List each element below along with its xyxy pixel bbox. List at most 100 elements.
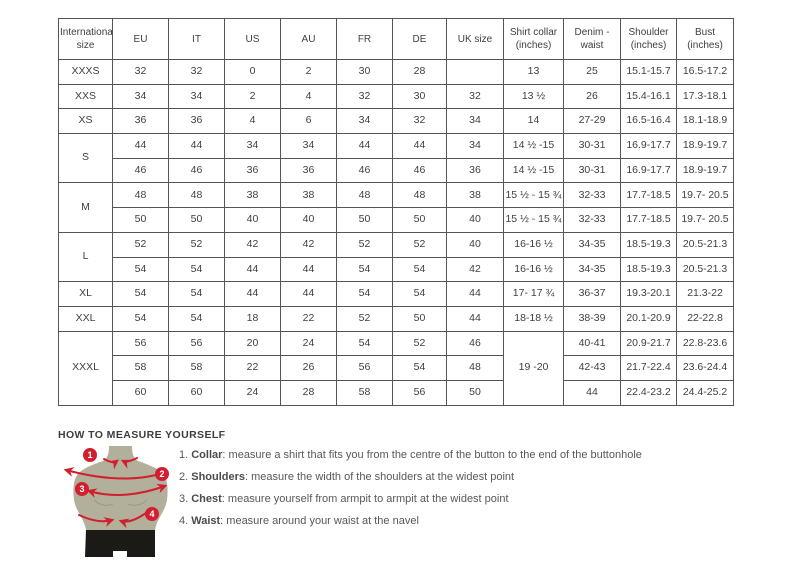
- value-cell: 58: [112, 355, 169, 381]
- value-cell: 36: [446, 157, 504, 184]
- value-cell: 24: [280, 330, 337, 357]
- value-cell: 44: [563, 379, 621, 406]
- value-cell: 36: [168, 108, 225, 135]
- table-header: International size EU IT US AU FR DE UK size Shi…: [58, 18, 734, 60]
- value-cell: 34-35: [563, 256, 621, 283]
- value-cell: 26: [563, 83, 621, 110]
- value-cell: 34: [224, 133, 281, 159]
- chest-marker-badge: 3: [75, 482, 89, 496]
- value-cell: 52: [392, 231, 447, 258]
- value-cell: 27-29: [563, 108, 621, 135]
- svg-text:4: 4: [149, 509, 154, 519]
- step-keyword: Collar: [191, 449, 223, 461]
- column-header: US: [224, 18, 281, 60]
- value-cell: 22-22.8: [676, 305, 734, 332]
- value-cell: 13 ½: [503, 83, 564, 110]
- value-cell: 14 ½ -15: [503, 157, 564, 184]
- value-cell: 54: [336, 330, 393, 357]
- value-cell: 56: [168, 330, 225, 357]
- value-cell: 44: [168, 133, 225, 159]
- value-cell: 42: [224, 231, 281, 258]
- value-cell: 20.1-20.9: [620, 305, 677, 332]
- value-cell: 17.3-18.1: [676, 83, 734, 110]
- value-cell: 52: [336, 231, 393, 258]
- value-cell: 22.4-23.2: [620, 379, 677, 406]
- value-cell: 52: [168, 231, 225, 258]
- size-label-cell: XXS: [58, 83, 113, 110]
- column-header: Shoulder (inches): [620, 18, 677, 60]
- collar-marker-badge: 1: [83, 448, 97, 462]
- table-row: S 44 44 34 34 44 44 34 14 ½ -15 30-31 16.9-17.7 18.…: [58, 133, 734, 184]
- value-cell: 38-39: [563, 305, 621, 332]
- step-text: : measure around your waist at the navel: [220, 515, 419, 528]
- measure-steps-list: 1. Collar: measure a shirt that fits you…: [179, 444, 642, 538]
- column-header: FR: [336, 18, 393, 60]
- step-text: : measure the width of the shoulders at …: [245, 471, 515, 484]
- how-to-measure-heading: HOW TO MEASURE YOURSELF: [58, 429, 226, 441]
- value-cell: 54: [392, 256, 447, 283]
- value-cell: 40: [446, 207, 504, 233]
- size-chart-table: International size EU IT US AU FR DE UK size Shi…: [58, 18, 734, 406]
- value-cell: 24: [224, 379, 281, 406]
- step-number: 1.: [179, 449, 192, 461]
- size-label-cell: XXL: [58, 305, 113, 332]
- value-cell: 30-31: [563, 157, 621, 184]
- value-cell: 16.5-17.2: [676, 59, 734, 85]
- value-cell: 56: [392, 379, 447, 406]
- value-cell: 30: [336, 59, 393, 85]
- value-cell: 34: [280, 133, 337, 159]
- chest-contour-left-icon: [93, 499, 114, 506]
- measure-body: 1 2 3 4 1. Collar: measure: [58, 444, 758, 566]
- table-row: XXXS 32 32 0 2 30 28 13 25 15.1-15.7 16.5-17.2: [58, 59, 734, 85]
- value-cell: 54: [168, 256, 225, 283]
- value-cell: 2: [224, 83, 281, 110]
- value-cell: 44: [280, 281, 337, 307]
- value-cell: [446, 59, 504, 85]
- value-cell: 46: [336, 157, 393, 184]
- value-cell: 58: [168, 355, 225, 381]
- value-cell: 28: [392, 59, 447, 85]
- column-header: AU: [280, 18, 337, 60]
- measure-step: 3. Chest: measure yourself from armpit t…: [179, 493, 642, 506]
- value-cell: 46: [168, 157, 225, 184]
- step-text: : measure yourself from armpit to armpit…: [221, 493, 509, 506]
- shoulders-arrow-icon: [63, 467, 157, 480]
- value-cell: 44: [280, 256, 337, 283]
- step-number: 4.: [179, 515, 192, 528]
- column-header: IT: [168, 18, 225, 60]
- value-cell: 18.9-19.7: [676, 157, 734, 184]
- size-label-cell: XXXL: [58, 330, 113, 406]
- value-cell: 50: [392, 305, 447, 332]
- value-cell: 13: [503, 59, 564, 85]
- value-cell: 40-41: [563, 330, 621, 357]
- waist-arrow-right-icon: [118, 512, 147, 529]
- value-cell: 28: [280, 379, 337, 406]
- svg-text:3: 3: [79, 484, 84, 494]
- value-cell: 36: [224, 157, 281, 184]
- value-cell: 36-37: [563, 281, 621, 307]
- header-row: International size EU IT US AU FR DE UK size Shi…: [58, 18, 734, 60]
- value-cell: 36: [280, 157, 337, 184]
- step-keyword: Shoulders: [191, 471, 246, 484]
- value-cell: 14 ½ -15: [503, 133, 564, 159]
- value-cell: 58: [336, 379, 393, 406]
- measure-step: 2. Shoulders: measure the width of the s…: [179, 471, 642, 484]
- size-label-cell: XL: [58, 281, 113, 307]
- torso-measurement-figure: 1 2 3 4: [58, 444, 183, 566]
- value-cell: 40: [446, 231, 504, 258]
- step-text: : measure a shirt that fits you from the…: [222, 449, 642, 461]
- value-cell: 19.7- 20.5: [676, 182, 734, 209]
- value-cell: 60: [168, 379, 225, 406]
- value-cell: 42: [280, 231, 337, 258]
- shorts-shape: [85, 530, 155, 557]
- chest-arrow-icon: [86, 483, 168, 498]
- value-cell: 56: [336, 355, 393, 381]
- column-header: DE: [392, 18, 447, 60]
- value-cell: 22.8-23.6: [676, 330, 734, 357]
- value-cell: 46: [446, 330, 504, 357]
- value-cell: 25: [563, 59, 621, 85]
- column-header: Shirt collar (inches): [503, 18, 564, 60]
- value-cell: 32-33: [563, 207, 621, 233]
- value-cell: 2: [280, 59, 337, 85]
- value-cell: 38: [224, 182, 281, 209]
